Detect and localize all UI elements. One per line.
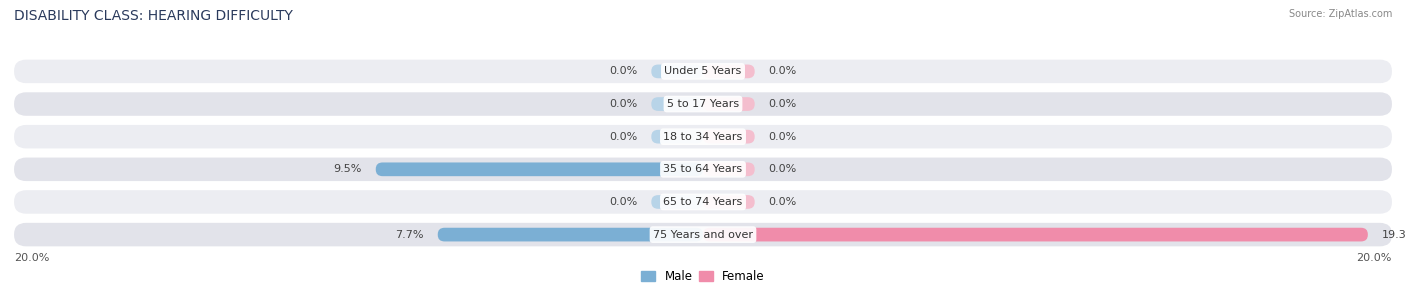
FancyBboxPatch shape <box>703 65 755 78</box>
FancyBboxPatch shape <box>14 223 1392 246</box>
Text: 0.0%: 0.0% <box>609 66 637 76</box>
Legend: Male, Female: Male, Female <box>637 266 769 288</box>
Text: 0.0%: 0.0% <box>609 99 637 109</box>
FancyBboxPatch shape <box>14 190 1392 214</box>
FancyBboxPatch shape <box>703 162 755 176</box>
Text: 0.0%: 0.0% <box>769 66 797 76</box>
FancyBboxPatch shape <box>651 65 703 78</box>
Text: 5 to 17 Years: 5 to 17 Years <box>666 99 740 109</box>
Text: 0.0%: 0.0% <box>609 132 637 142</box>
Text: 20.0%: 20.0% <box>14 252 49 263</box>
FancyBboxPatch shape <box>14 92 1392 116</box>
FancyBboxPatch shape <box>14 60 1392 83</box>
Text: Under 5 Years: Under 5 Years <box>665 66 741 76</box>
Text: 18 to 34 Years: 18 to 34 Years <box>664 132 742 142</box>
Text: 0.0%: 0.0% <box>769 164 797 174</box>
Text: 0.0%: 0.0% <box>769 132 797 142</box>
Text: 0.0%: 0.0% <box>769 197 797 207</box>
FancyBboxPatch shape <box>14 125 1392 148</box>
FancyBboxPatch shape <box>651 130 703 144</box>
Text: 0.0%: 0.0% <box>609 197 637 207</box>
FancyBboxPatch shape <box>703 97 755 111</box>
Text: 19.3%: 19.3% <box>1382 230 1406 240</box>
Text: Source: ZipAtlas.com: Source: ZipAtlas.com <box>1288 9 1392 19</box>
FancyBboxPatch shape <box>703 130 755 144</box>
FancyBboxPatch shape <box>375 162 703 176</box>
FancyBboxPatch shape <box>651 97 703 111</box>
FancyBboxPatch shape <box>703 228 1368 241</box>
Text: 75 Years and over: 75 Years and over <box>652 230 754 240</box>
Text: 35 to 64 Years: 35 to 64 Years <box>664 164 742 174</box>
FancyBboxPatch shape <box>437 228 703 241</box>
Text: 0.0%: 0.0% <box>769 99 797 109</box>
FancyBboxPatch shape <box>703 195 755 209</box>
Text: DISABILITY CLASS: HEARING DIFFICULTY: DISABILITY CLASS: HEARING DIFFICULTY <box>14 9 292 23</box>
FancyBboxPatch shape <box>651 195 703 209</box>
Text: 7.7%: 7.7% <box>395 230 425 240</box>
Text: 65 to 74 Years: 65 to 74 Years <box>664 197 742 207</box>
Text: 9.5%: 9.5% <box>333 164 361 174</box>
Text: 20.0%: 20.0% <box>1357 252 1392 263</box>
FancyBboxPatch shape <box>14 158 1392 181</box>
